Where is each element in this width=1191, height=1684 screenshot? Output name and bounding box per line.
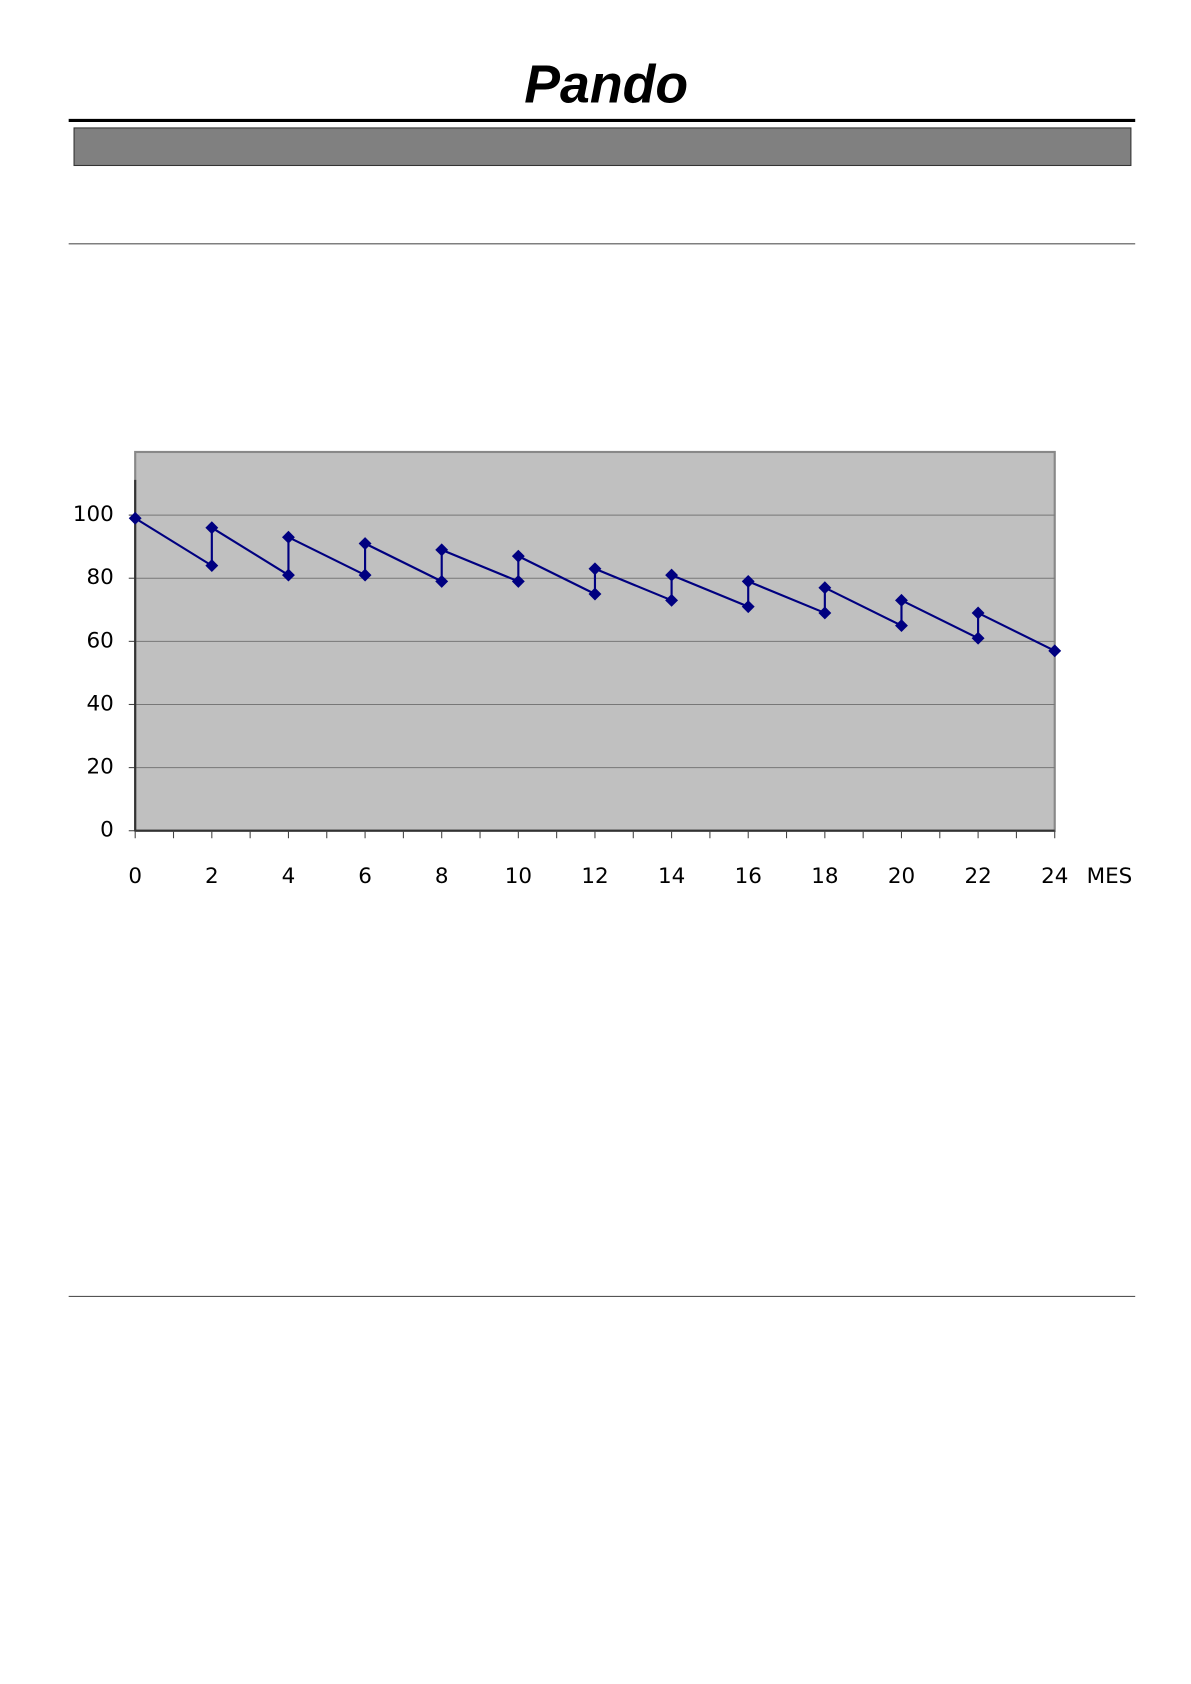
marker bbox=[435, 543, 449, 557]
y-tick-label: 40 bbox=[86, 691, 113, 716]
x-tick-label: 2 bbox=[205, 864, 219, 889]
x-tick-label: 24 bbox=[1041, 864, 1068, 889]
x-tick-label: 4 bbox=[282, 864, 296, 889]
x-tick-label: 0 bbox=[128, 864, 142, 889]
marker bbox=[282, 568, 295, 582]
x-tick-label: 22 bbox=[964, 864, 991, 889]
x-tick-label: 6 bbox=[358, 864, 372, 889]
marker bbox=[358, 537, 372, 550]
x-axis-label: MES bbox=[1087, 864, 1133, 889]
marker bbox=[895, 619, 908, 633]
marker bbox=[971, 606, 985, 620]
marker bbox=[358, 568, 372, 582]
y-tick-label: 0 bbox=[100, 818, 114, 843]
marker bbox=[511, 574, 525, 588]
x-tick-label: 10 bbox=[505, 864, 532, 889]
marker bbox=[588, 562, 602, 576]
marker bbox=[741, 600, 755, 614]
marker bbox=[435, 574, 449, 588]
marker bbox=[971, 631, 985, 645]
x-tick-label: 8 bbox=[435, 864, 449, 889]
marker bbox=[895, 593, 908, 607]
marker bbox=[818, 581, 832, 595]
section-bar bbox=[73, 127, 1132, 167]
y-tick-label: 100 bbox=[73, 502, 114, 527]
logo: Pando bbox=[524, 54, 688, 114]
x-tick-label: 16 bbox=[735, 864, 762, 889]
x-tick-label: 18 bbox=[811, 864, 838, 889]
x-tick-label: 14 bbox=[658, 864, 685, 889]
marker bbox=[665, 568, 679, 582]
x-tick-label: 20 bbox=[888, 864, 915, 889]
y-tick-label: 60 bbox=[86, 628, 113, 653]
marker bbox=[511, 549, 525, 563]
y-tick-label: 80 bbox=[86, 565, 113, 590]
marker bbox=[741, 574, 755, 588]
marker bbox=[588, 587, 602, 601]
y-tick-label: 20 bbox=[86, 755, 113, 780]
marker bbox=[665, 593, 679, 607]
marker bbox=[818, 606, 832, 620]
marker bbox=[205, 521, 219, 535]
marker bbox=[205, 559, 219, 573]
x-tick-label: 12 bbox=[581, 864, 608, 889]
marker bbox=[282, 530, 295, 544]
marker bbox=[128, 511, 142, 525]
